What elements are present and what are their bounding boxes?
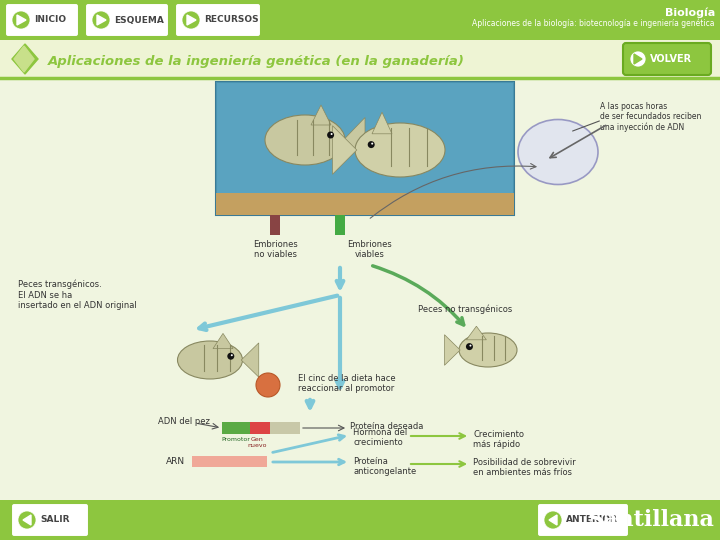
Circle shape <box>469 345 472 347</box>
FancyBboxPatch shape <box>11 503 89 537</box>
Polygon shape <box>634 54 642 64</box>
Polygon shape <box>17 15 26 25</box>
Bar <box>216 193 514 215</box>
Bar <box>216 82 514 215</box>
Circle shape <box>466 343 473 350</box>
Text: Aplicaciones de la biología: biotecnología e ingeniería genética: Aplicaciones de la biología: biotecnolog… <box>472 18 715 28</box>
Text: Aplicaciones de la ingeniería genética (en la ganadería): Aplicaciones de la ingeniería genética (… <box>48 55 465 68</box>
Bar <box>250 422 270 434</box>
Circle shape <box>327 132 334 138</box>
Circle shape <box>182 11 200 29</box>
Polygon shape <box>14 46 34 72</box>
Polygon shape <box>12 44 38 74</box>
Bar <box>0 40 720 78</box>
Text: VOLVER: VOLVER <box>650 54 692 64</box>
Ellipse shape <box>518 119 598 185</box>
Polygon shape <box>343 118 365 163</box>
Bar <box>0 0 720 40</box>
Text: Gen
nuevo: Gen nuevo <box>247 437 266 448</box>
Bar <box>216 82 514 193</box>
Ellipse shape <box>459 333 517 367</box>
Text: Biología: Biología <box>665 8 715 18</box>
Text: Peces transgénicos.
El ADN se ha
insertado en el ADN original: Peces transgénicos. El ADN se ha inserta… <box>18 280 137 310</box>
Bar <box>270 215 280 235</box>
Text: ARN: ARN <box>166 456 185 465</box>
FancyBboxPatch shape <box>623 43 711 75</box>
Text: ADN del pez: ADN del pez <box>158 417 210 426</box>
Polygon shape <box>97 15 106 25</box>
Text: Proteína deseada: Proteína deseada <box>350 422 423 431</box>
Bar <box>335 215 345 235</box>
Text: ESQUEMA: ESQUEMA <box>114 16 164 24</box>
Polygon shape <box>311 105 331 125</box>
Ellipse shape <box>178 341 243 379</box>
Bar <box>270 422 300 434</box>
Bar <box>222 422 250 434</box>
Text: Hormona del
crecimiento: Hormona del crecimiento <box>353 428 408 448</box>
Polygon shape <box>444 335 460 365</box>
Text: RECURSOS: RECURSOS <box>204 16 258 24</box>
FancyBboxPatch shape <box>85 3 169 37</box>
Circle shape <box>18 511 36 529</box>
Polygon shape <box>241 343 258 377</box>
Polygon shape <box>23 515 31 525</box>
Circle shape <box>231 354 233 356</box>
Circle shape <box>330 133 333 135</box>
Text: ANTERIOR: ANTERIOR <box>566 516 618 524</box>
Circle shape <box>372 143 373 145</box>
Polygon shape <box>372 112 392 134</box>
Text: Posibilidad de sobrevivir
en ambientes más fríos: Posibilidad de sobrevivir en ambientes m… <box>473 458 576 477</box>
Circle shape <box>630 51 646 67</box>
Text: Peces no transgénicos: Peces no transgénicos <box>418 305 512 314</box>
Circle shape <box>544 511 562 529</box>
Text: Proteína
anticongelante: Proteína anticongelante <box>353 457 416 476</box>
Circle shape <box>256 373 280 397</box>
Text: Crecimiento
más rápido: Crecimiento más rápido <box>473 430 524 449</box>
Text: A las pocas horas
de ser fecundados reciben
una inyección de ADN: A las pocas horas de ser fecundados reci… <box>600 102 701 132</box>
Text: SALIR: SALIR <box>40 516 70 524</box>
Circle shape <box>12 11 30 29</box>
Bar <box>0 500 720 540</box>
Polygon shape <box>213 333 233 349</box>
Ellipse shape <box>265 115 345 165</box>
Text: El cinc de la dieta hace
reaccionar al promotor: El cinc de la dieta hace reaccionar al p… <box>298 374 395 394</box>
FancyBboxPatch shape <box>537 503 629 537</box>
Text: Embriones
no viables: Embriones no viables <box>253 240 297 259</box>
FancyBboxPatch shape <box>5 3 79 37</box>
Bar <box>192 456 267 467</box>
FancyBboxPatch shape <box>175 3 261 37</box>
Text: Promotor: Promotor <box>222 437 251 442</box>
Ellipse shape <box>355 123 445 177</box>
Circle shape <box>92 11 110 29</box>
Polygon shape <box>333 126 357 174</box>
Text: INICIO: INICIO <box>34 16 66 24</box>
Circle shape <box>368 141 374 148</box>
Circle shape <box>228 353 234 360</box>
Text: Santillana: Santillana <box>587 509 714 531</box>
Polygon shape <box>467 326 487 340</box>
Polygon shape <box>549 515 557 525</box>
Polygon shape <box>187 15 196 25</box>
Text: Embriones
viables: Embriones viables <box>348 240 392 259</box>
